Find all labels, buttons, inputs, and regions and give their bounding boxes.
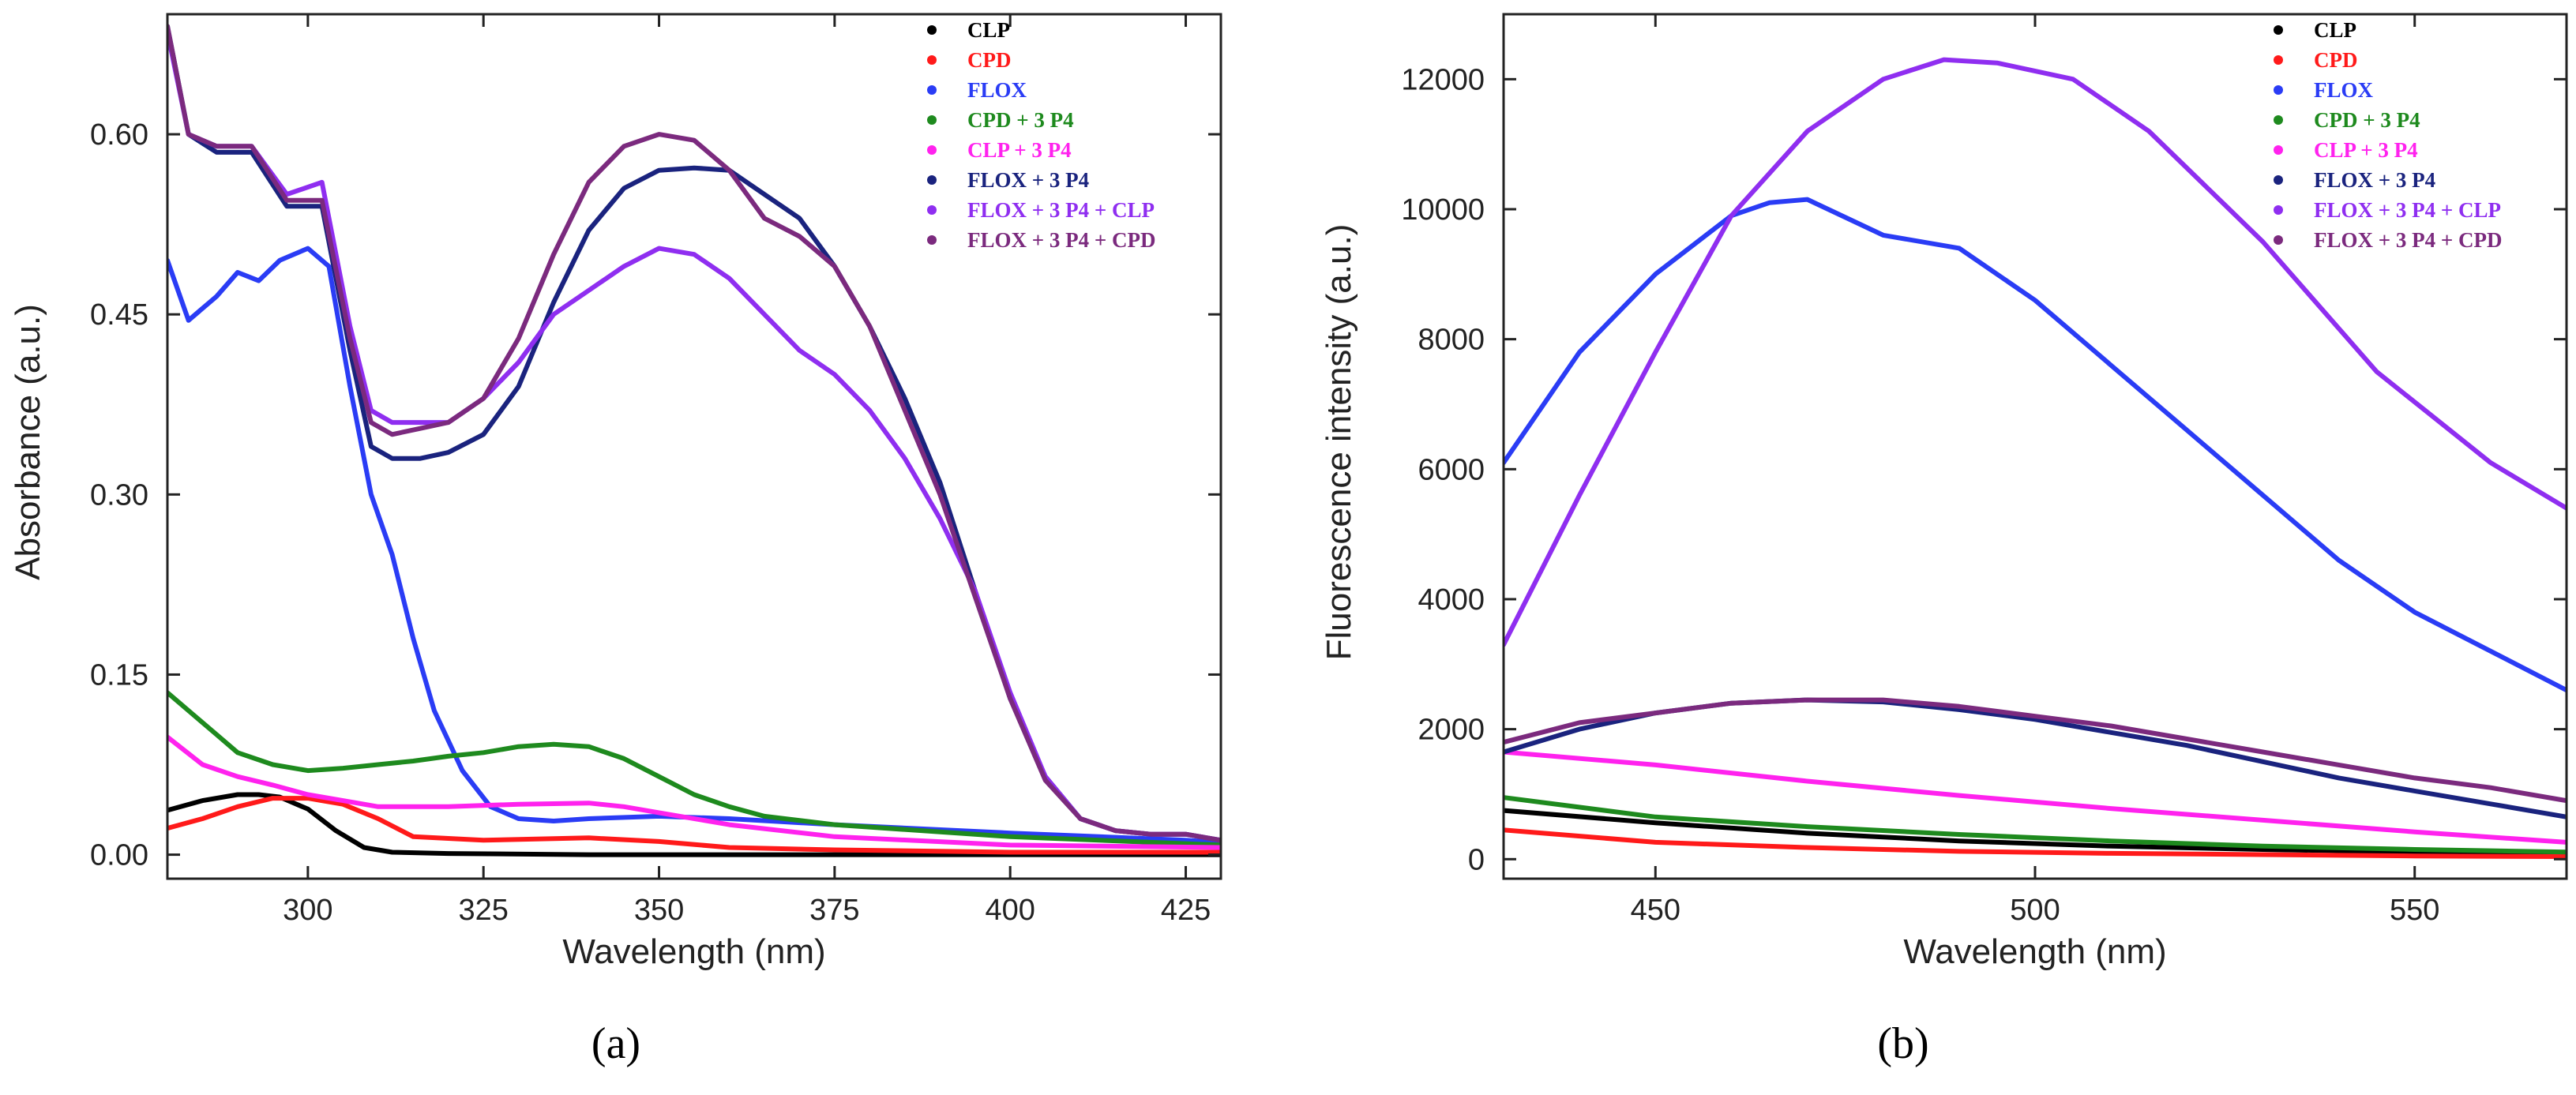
- series-line-flox-3-p4-cpd: [1504, 697, 2567, 804]
- legend-label: CPD + 3 P4: [2314, 108, 2420, 132]
- series-line-flox-3-p4-cpd: [167, 24, 1221, 843]
- x-tick-label: 550: [2390, 894, 2439, 927]
- legend: CLP CPD FLOX CPD + 3 P4 CLP + 3 P4 FLOX + 3 P…: [2274, 18, 2503, 252]
- y-tick-label: 0: [1468, 843, 1485, 876]
- legend-label: CLP + 3 P4: [2314, 138, 2418, 162]
- legend-label: FLOX + 3 P4 + CPD: [967, 228, 1156, 252]
- legend-marker: [2274, 25, 2283, 35]
- legend-marker: [927, 235, 937, 245]
- x-tick-label: 425: [1161, 894, 1211, 927]
- legend-label: CPD: [967, 48, 1012, 72]
- x-tick-label: 375: [809, 894, 859, 927]
- y-tick-label: 2000: [1418, 714, 1485, 747]
- legend-label: FLOX: [967, 78, 1027, 102]
- legend-marker: [927, 145, 937, 155]
- plot-frame: [166, 13, 1222, 880]
- legend: CLP CPD FLOX CPD + 3 P4 CLP + 3 P4 FLOX + 3 P…: [927, 18, 1156, 252]
- y-tick-label: 6000: [1418, 453, 1485, 486]
- legend-marker: [927, 175, 937, 185]
- series-line-cpd: [1504, 827, 2567, 859]
- series-line-flox-3-p4-clp: [1504, 57, 2567, 647]
- legend-marker: [927, 205, 937, 215]
- y-tick-label: 0.00: [90, 839, 148, 872]
- y-tick-label: 12000: [1401, 63, 1485, 96]
- legend-label: FLOX + 3 P4: [2314, 168, 2435, 192]
- chart-panel-a: 300 325 350 375 400 425 0.00 0.15 0.30 0.45 0.60 Wa…: [9, 13, 1222, 1068]
- legend-marker: [2274, 85, 2283, 95]
- x-tick-label: 500: [2010, 894, 2060, 927]
- legend-label: CLP: [2314, 18, 2356, 42]
- series-line-clp-3-p4: [1504, 749, 2567, 845]
- y-tick-label: 8000: [1418, 324, 1485, 357]
- y-axis-title: Fluorescence intensity (a.u.): [1320, 224, 1358, 661]
- chart-panel-b: 450 500 550 0 2000 4000 6000 8000 10000 12000 Wave…: [1320, 13, 2568, 1068]
- legend-label: FLOX + 3 P4 + CLP: [967, 198, 1155, 222]
- panel-label: (a): [591, 1019, 640, 1068]
- x-tick-label: 350: [634, 894, 684, 927]
- panel-label: (b): [1877, 1019, 1928, 1068]
- legend-label: FLOX + 3 P4 + CPD: [2314, 228, 2503, 252]
- series-line-clp: [167, 792, 1221, 857]
- series-line-flox: [1504, 197, 2567, 693]
- x-tick-label: 325: [458, 894, 508, 927]
- legend-marker: [2274, 235, 2283, 245]
- y-tick-label: 0.45: [90, 298, 148, 332]
- series-line-flox: [167, 246, 1221, 846]
- x-axis-title: Wavelength (nm): [562, 932, 825, 971]
- x-tick-label: 300: [283, 894, 332, 927]
- series-line-clp-3-p4: [167, 734, 1221, 850]
- legend-label: FLOX: [2314, 78, 2374, 102]
- x-tick-label: 400: [985, 894, 1035, 927]
- y-tick-label: 0.60: [90, 118, 148, 152]
- legend-marker: [2274, 115, 2283, 125]
- y-tick-label: 0.30: [90, 478, 148, 512]
- legend-marker: [2274, 145, 2283, 155]
- legend-marker: [2274, 55, 2283, 65]
- legend-marker: [927, 55, 937, 65]
- series-line-cpd-3-p4: [167, 690, 1221, 848]
- legend-marker: [927, 115, 937, 125]
- y-axis-title: Absorbance (a.u.): [9, 304, 47, 580]
- y-tick-label: 4000: [1418, 583, 1485, 617]
- legend-label: CPD: [2314, 48, 2358, 72]
- legend-marker: [2274, 205, 2283, 215]
- legend-marker: [927, 85, 937, 95]
- series-line-cpd-3-p4: [1504, 795, 2567, 855]
- y-tick-label: 10000: [1401, 193, 1485, 227]
- series-line-cpd: [167, 796, 1221, 855]
- x-tick-label: 450: [1631, 894, 1680, 927]
- legend-label: CLP: [967, 18, 1010, 42]
- legend-marker: [2274, 175, 2283, 185]
- y-tick-label: 0.15: [90, 658, 148, 692]
- series-group: [167, 24, 1221, 857]
- legend-marker: [927, 25, 937, 35]
- x-axis-title: Wavelength (nm): [1903, 932, 2166, 971]
- legend-label: CPD + 3 P4: [967, 108, 1074, 132]
- legend-label: CLP + 3 P4: [967, 138, 1072, 162]
- legend-label: FLOX + 3 P4 + CLP: [2314, 198, 2501, 222]
- series-group: [1504, 57, 2567, 859]
- series-line-clp: [1504, 808, 2567, 857]
- legend-label: FLOX + 3 P4: [967, 168, 1089, 192]
